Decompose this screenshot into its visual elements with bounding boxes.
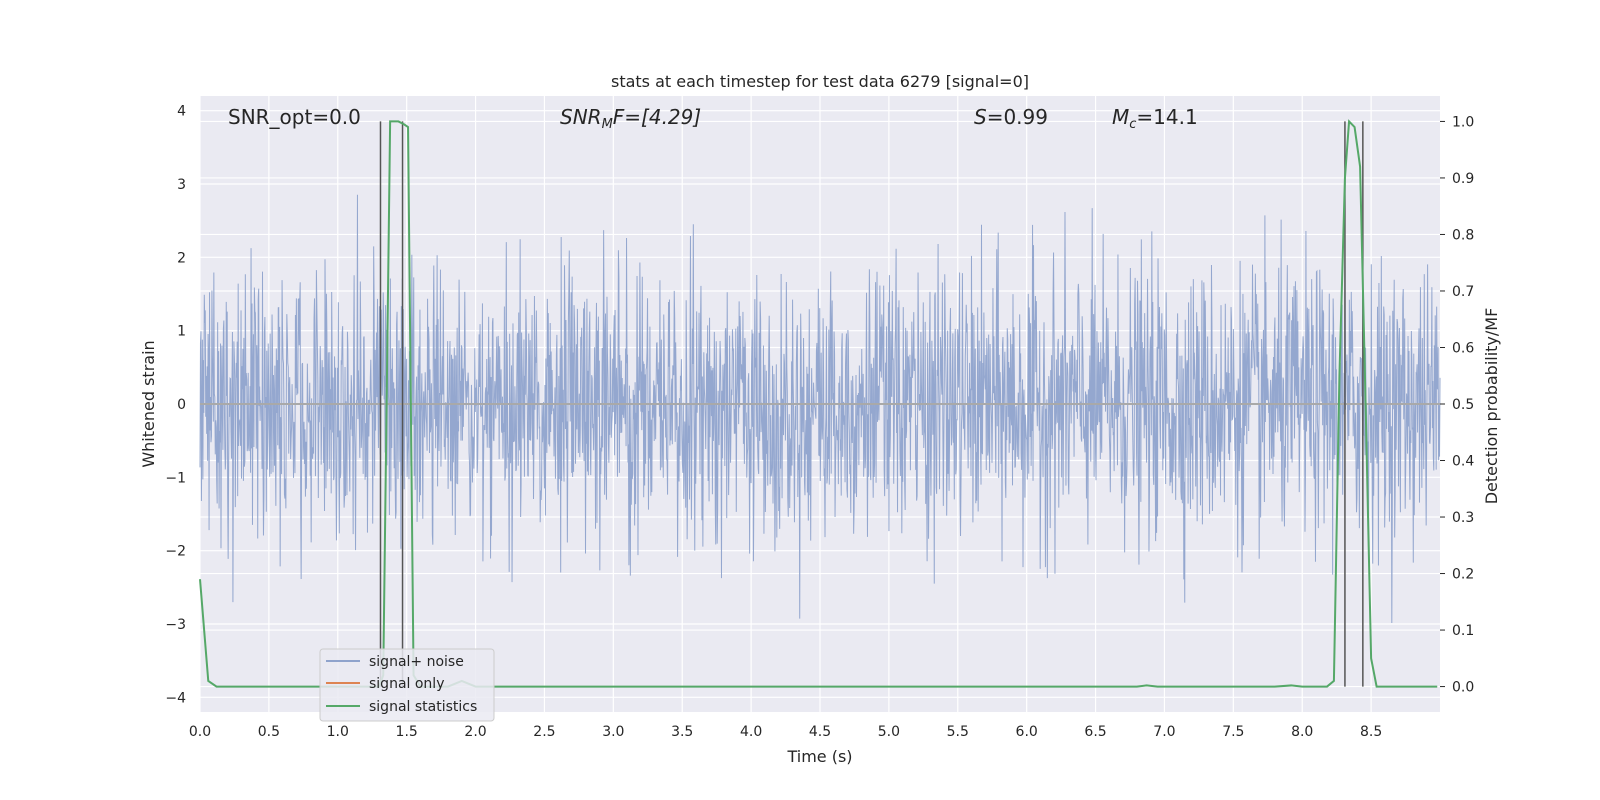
snr-mf-sub: M: [602, 117, 613, 132]
y2-tick-label: 0.1: [1452, 623, 1474, 639]
snr-mf-tail: F=[4.29]: [613, 105, 701, 129]
x-tick-label: 5.0: [878, 724, 900, 740]
y2-tick-label: 0.2: [1452, 567, 1474, 583]
legend-box: [319, 648, 495, 722]
y-tick-label: −3: [165, 617, 186, 633]
x-tick-label: 2.0: [464, 724, 486, 740]
y2-tick-label: 0.5: [1452, 397, 1474, 413]
y2-tick-label: 0.6: [1452, 340, 1474, 356]
y-tick-label: −1: [165, 470, 186, 486]
x-tick-label: 7.0: [1153, 724, 1175, 740]
y-tick-label: 1: [177, 324, 186, 340]
signal-noise-series: [199, 194, 1441, 624]
x-axis-ticks: 0.0 0.5 1.0 1.5 2.0 2.5 3.0 3.5 4.0 4.5 5.0 5.5 6.0 6…: [189, 724, 1382, 740]
legend-label-signal-only: signal only: [369, 676, 444, 692]
x-tick-label: 3.5: [671, 724, 693, 740]
annotation-snr-opt: SNR_opt=0.0: [228, 105, 361, 129]
y-tick-label: −2: [165, 544, 186, 560]
x-tick-label: 8.0: [1291, 724, 1313, 740]
y2-axis-label: Detection probability/MF: [1482, 308, 1501, 505]
legend: signal+ noise signal only signal statist…: [319, 648, 495, 722]
mc-main: M: [1112, 105, 1129, 129]
y2-tick-label: 0.3: [1452, 510, 1474, 526]
snr-mf-main: SNR: [560, 105, 602, 129]
mc-tail: =14.1: [1136, 105, 1197, 129]
y-tick-label: 3: [177, 177, 186, 193]
mc-sub: c: [1129, 117, 1136, 132]
y2-tick-label: 0.4: [1452, 454, 1474, 470]
legend-label-signal-statistics: signal statistics: [369, 699, 477, 715]
x-tick-label: 6.5: [1084, 724, 1106, 740]
y-tick-label: 4: [177, 104, 186, 120]
x-tick-label: 8.5: [1360, 724, 1382, 740]
x-tick-label: 4.0: [740, 724, 762, 740]
x-tick-label: 4.5: [809, 724, 831, 740]
x-tick-label: 5.5: [947, 724, 969, 740]
y-tick-label: 2: [177, 250, 186, 266]
y2-tick-label: 0.7: [1452, 284, 1474, 300]
x-tick-label: 0.5: [258, 724, 280, 740]
y2-tick-label: 0.9: [1452, 171, 1474, 187]
x-tick-label: 6.0: [1016, 724, 1038, 740]
chart-title: stats at each timestep for test data 627…: [611, 72, 1029, 91]
y-axis-label: Whitened strain: [139, 340, 158, 467]
annotation-snr-mf: SNRMF=[4.29]: [560, 105, 701, 132]
y-tick-label: 0: [177, 397, 186, 413]
s-tail: =0.99: [987, 105, 1048, 129]
x-tick-label: 2.5: [533, 724, 555, 740]
x-axis-label: Time (s): [786, 747, 852, 766]
vertical-markers: [379, 121, 1364, 687]
x-tick-label: 3.0: [602, 724, 624, 740]
x-tick-label: 7.5: [1222, 724, 1244, 740]
x-tick-label: 1.0: [327, 724, 349, 740]
x-tick-label: 1.5: [396, 724, 418, 740]
s-main: S: [974, 105, 987, 129]
signal-noise-line: [199, 194, 1441, 624]
x-tick-label: 0.0: [189, 724, 211, 740]
y2-axis-ticks: 0.0 0.1 0.2 0.3 0.4 0.5 0.6 0.7 0.8 0.9 1.0: [1440, 114, 1474, 696]
y2-tick-label: 1.0: [1452, 114, 1474, 130]
y2-tick-label: 0.0: [1452, 680, 1474, 696]
annotation-mc: Mc=14.1: [1112, 105, 1198, 132]
y-axis-ticks: −4 −3 −2 −1 0 1 2 3 4: [165, 104, 186, 707]
y2-tick-label: 0.8: [1452, 227, 1474, 243]
annotation-s: S=0.99: [974, 105, 1048, 129]
y-tick-label: −4: [165, 690, 186, 706]
legend-label-signal-noise: signal+ noise: [369, 654, 464, 670]
